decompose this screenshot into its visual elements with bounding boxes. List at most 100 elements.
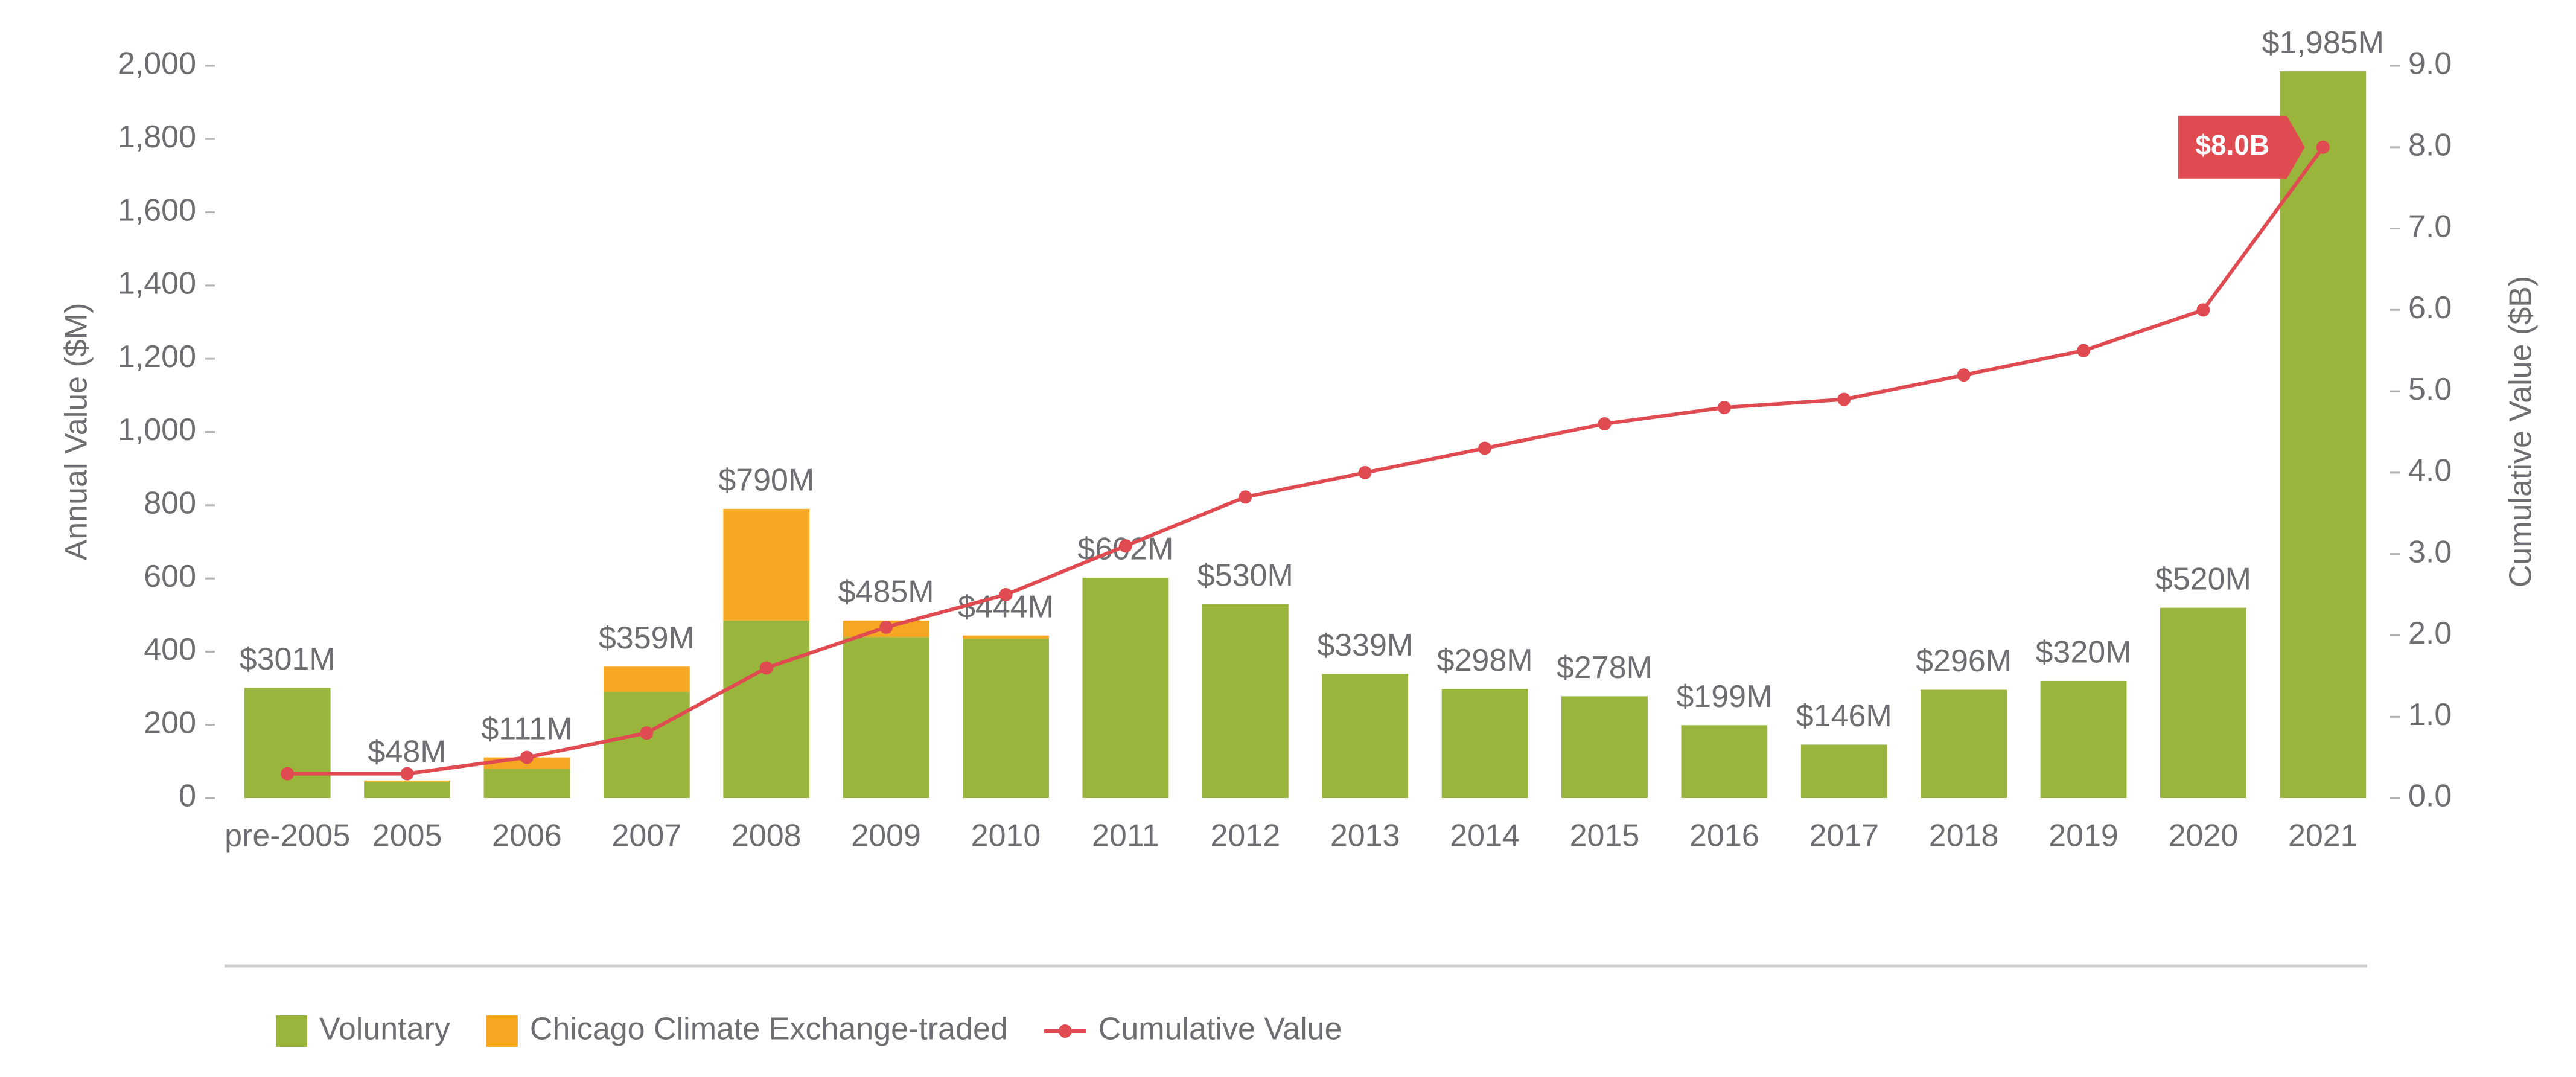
x-tick-label: 2010 bbox=[971, 819, 1041, 854]
x-tick-label: 2014 bbox=[1450, 819, 1520, 854]
y2-tick-label: 4.0 bbox=[2408, 453, 2452, 488]
bar-segment bbox=[603, 666, 690, 692]
bar-segment bbox=[2040, 680, 2127, 798]
bar-segment bbox=[2280, 71, 2367, 798]
total-label: $790M bbox=[718, 463, 814, 498]
y2-tick-label: 3.0 bbox=[2408, 534, 2452, 569]
line-point bbox=[1478, 441, 1492, 455]
total-label: $296M bbox=[1916, 644, 2012, 679]
line-point bbox=[1717, 401, 1731, 415]
total-label: $298M bbox=[1437, 643, 1533, 678]
bar-segment bbox=[723, 508, 810, 621]
legend-label: Chicago Climate Exchange-traded bbox=[530, 1012, 1008, 1047]
y2-tick-label: 6.0 bbox=[2408, 290, 2452, 325]
x-tick-label: 2008 bbox=[732, 819, 802, 854]
bar-segment bbox=[963, 635, 1049, 639]
y2-tick-label: 9.0 bbox=[2408, 46, 2452, 81]
total-label: $146M bbox=[1796, 698, 1892, 733]
line-point bbox=[1358, 465, 1372, 479]
x-tick-label: 2021 bbox=[2288, 819, 2358, 854]
legend-swatch bbox=[486, 1015, 518, 1047]
y-tick-label: 600 bbox=[144, 559, 196, 594]
x-tick-label: 2015 bbox=[1570, 819, 1640, 854]
total-label: $111M bbox=[481, 711, 572, 746]
y2-axis-label: Cumulative Value ($B) bbox=[2504, 276, 2539, 587]
line-point bbox=[640, 726, 654, 740]
bar-segment bbox=[843, 637, 929, 798]
y2-tick-label: 1.0 bbox=[2408, 697, 2452, 732]
line-point bbox=[1239, 490, 1252, 504]
line-point bbox=[400, 767, 414, 781]
legend-swatch bbox=[276, 1015, 307, 1047]
total-label: $301M bbox=[240, 642, 336, 677]
y2-tick-label: 8.0 bbox=[2408, 128, 2452, 163]
line bbox=[287, 145, 2325, 776]
x-tick-label: pre-2005 bbox=[225, 819, 350, 854]
y-tick-label: 1,200 bbox=[118, 339, 196, 374]
y-tick-label: 800 bbox=[144, 486, 196, 521]
y-tick-label: 2,000 bbox=[118, 46, 196, 81]
bar-segment bbox=[603, 692, 690, 798]
bar-segment bbox=[1082, 577, 1169, 798]
y-tick-label: 1,800 bbox=[118, 120, 196, 155]
y-tick-label: 0 bbox=[179, 779, 196, 814]
total-label: $1,985M bbox=[2262, 25, 2384, 60]
legend-label: Voluntary bbox=[319, 1012, 450, 1047]
x-tick-label: 2011 bbox=[1092, 819, 1159, 854]
line-point bbox=[2077, 344, 2091, 357]
x-tick-label: 2007 bbox=[612, 819, 682, 854]
y-tick-label: 1,000 bbox=[118, 412, 196, 447]
bar-segment bbox=[1681, 725, 1768, 798]
y2-tick-label: 0.0 bbox=[2408, 779, 2452, 814]
bar-segment bbox=[483, 769, 570, 798]
line-point bbox=[2196, 303, 2210, 317]
bar-segment bbox=[1441, 689, 1528, 798]
total-label: $320M bbox=[2036, 635, 2132, 670]
total-label: $339M bbox=[1317, 628, 1413, 663]
x-tick-label: 2017 bbox=[1809, 819, 1879, 854]
y-tick-label: 200 bbox=[144, 705, 196, 740]
bar-segment bbox=[1202, 604, 1289, 798]
bar-segment bbox=[364, 781, 451, 798]
bar-segment bbox=[1921, 689, 2007, 798]
bar-segment bbox=[244, 688, 331, 798]
bar-segment bbox=[2160, 607, 2246, 798]
total-label: $199M bbox=[1676, 679, 1772, 714]
total-label: $520M bbox=[2155, 561, 2251, 596]
bar-segment bbox=[723, 620, 810, 798]
x-tick-label: 2006 bbox=[492, 819, 562, 854]
bar-segment bbox=[1561, 696, 1648, 798]
x-tick-label: 2012 bbox=[1210, 819, 1280, 854]
line-point bbox=[2316, 140, 2330, 154]
total-label: $278M bbox=[1557, 650, 1653, 685]
y2-tick-label: 5.0 bbox=[2408, 372, 2452, 407]
line-point bbox=[1837, 392, 1851, 406]
callout bbox=[2178, 115, 2305, 179]
x-tick-label: 2016 bbox=[1689, 819, 1759, 854]
total-label: $48M bbox=[368, 735, 447, 770]
total-label: $359M bbox=[599, 621, 695, 656]
line-point bbox=[281, 767, 295, 781]
y-axis-label: Annual Value ($M) bbox=[59, 303, 94, 561]
y-tick-label: 1,400 bbox=[118, 266, 196, 301]
callout-label: $8.0B bbox=[2195, 129, 2269, 161]
legend-marker bbox=[1058, 1024, 1072, 1038]
x-tick-label: 2005 bbox=[372, 819, 442, 854]
line-point bbox=[879, 620, 893, 634]
line-point bbox=[1118, 539, 1132, 553]
bar-segment bbox=[1800, 744, 1887, 798]
bar-segment bbox=[963, 639, 1049, 798]
line-point bbox=[520, 750, 534, 764]
line-point bbox=[999, 588, 1013, 602]
total-label: $485M bbox=[838, 575, 934, 610]
line-point bbox=[1598, 417, 1612, 431]
x-tick-label: 2019 bbox=[2048, 819, 2119, 854]
x-tick-label: 2020 bbox=[2169, 819, 2239, 854]
total-label: $530M bbox=[1197, 558, 1293, 593]
line-point bbox=[759, 661, 773, 675]
x-tick-label: 2009 bbox=[851, 819, 921, 854]
y2-tick-label: 2.0 bbox=[2408, 616, 2452, 651]
bar-segment bbox=[1322, 674, 1409, 798]
x-tick-label: 2013 bbox=[1330, 819, 1400, 854]
